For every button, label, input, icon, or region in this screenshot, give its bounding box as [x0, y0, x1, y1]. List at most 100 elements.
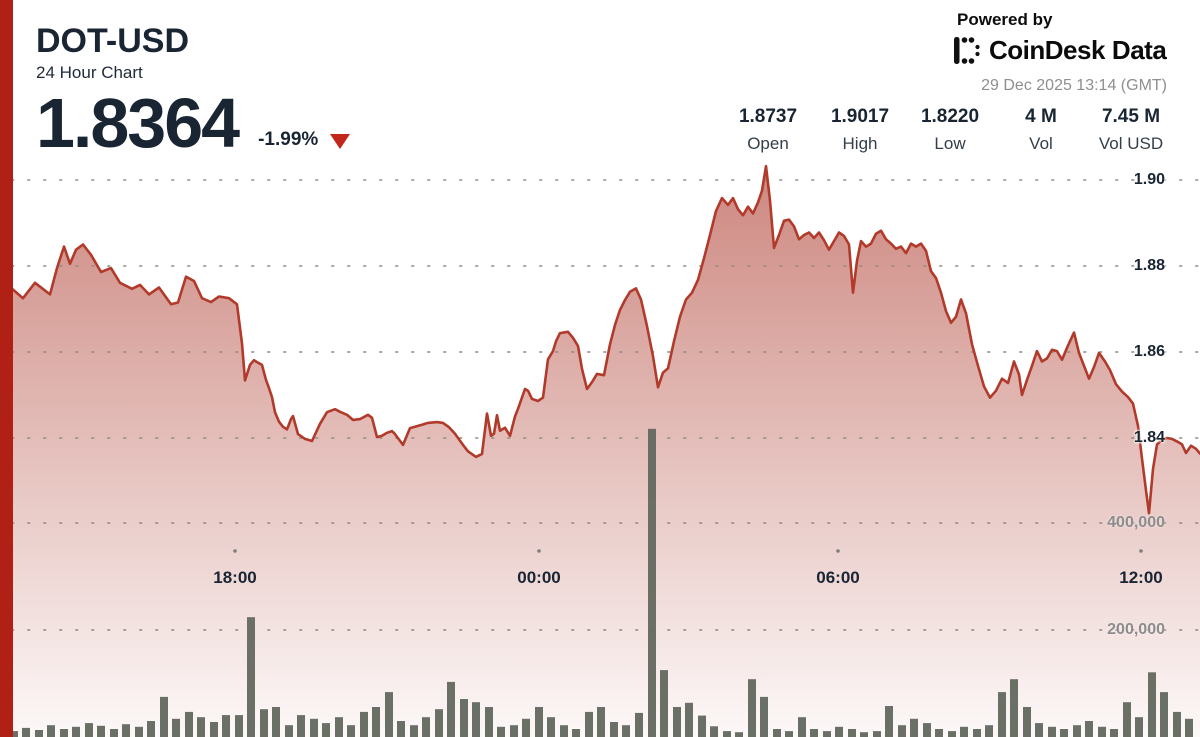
volume-bar [410, 725, 418, 737]
left-accent-bar [0, 0, 13, 737]
volume-bar [360, 711, 368, 737]
volume-bar [10, 731, 18, 737]
volume-bar [60, 729, 68, 737]
volume-bar [510, 725, 518, 737]
volume-bar [1060, 729, 1068, 737]
current-price: 1.8364 [36, 84, 240, 162]
time-tick-dot [233, 549, 237, 553]
volume-bar [560, 725, 568, 737]
volume-bar [1110, 729, 1118, 737]
volume-bar [297, 715, 305, 737]
volume-bar [472, 702, 480, 737]
volume-bar [185, 711, 193, 737]
volume-bar [485, 707, 493, 737]
volume-bar [247, 617, 255, 737]
time-tick-dot [1139, 549, 1143, 553]
volume-bar [47, 725, 55, 737]
volume-bar [835, 726, 843, 737]
volume-bar [1185, 718, 1193, 737]
volume-bar [1173, 711, 1181, 737]
volume-bar [135, 726, 143, 737]
stat-label: Open [747, 134, 789, 153]
volume-bar [322, 723, 330, 737]
volume-bar [1123, 702, 1131, 737]
volume-bar [685, 702, 693, 737]
stat-open: 1.8737 Open [739, 106, 797, 154]
powered-by-label: Powered by [957, 10, 1053, 29]
volume-bar [1048, 726, 1056, 737]
brand-name-main: CoinDesk [989, 35, 1105, 65]
stat-label: High [842, 134, 878, 153]
volume-bar [97, 725, 105, 737]
volume-bar [935, 729, 943, 737]
volume-bar [698, 715, 706, 737]
volume-bar [785, 731, 793, 737]
chart-subtitle: 24 Hour Chart [36, 63, 143, 82]
volume-bar [535, 707, 543, 737]
volume-bar [660, 670, 668, 737]
volume-bar [1098, 726, 1106, 737]
volume-bar [72, 726, 80, 737]
volume-bar [1035, 723, 1043, 737]
volume-bar [397, 721, 405, 737]
volume-bar [973, 729, 981, 737]
volume-bar [910, 718, 918, 737]
price-area-fill [12, 166, 1200, 737]
volume-bar [948, 731, 956, 737]
volume-bar [210, 722, 218, 737]
stat-vol-usd: 7.45 M Vol USD [1099, 106, 1163, 154]
volume-bar [435, 709, 443, 737]
volume-bar [272, 707, 280, 737]
volume-bar [710, 726, 718, 737]
volume-bar [1085, 721, 1093, 737]
volume-bar [760, 696, 768, 737]
volume-bar [385, 692, 393, 737]
volume-bar [522, 718, 530, 737]
stat-value: 4 M [1025, 106, 1057, 127]
volume-bar [810, 729, 818, 737]
volume-bar [85, 723, 93, 737]
volume-bar [610, 722, 618, 737]
price-row: 1.8364 -1.99% [36, 84, 351, 162]
volume-bar [1010, 679, 1018, 737]
pair-title: DOT-USD [36, 22, 189, 60]
volume-bar [572, 729, 580, 737]
volume-bar [585, 711, 593, 737]
volume-bar [547, 717, 555, 737]
coindesk-data-logo[interactable]: CoinDesk Data [954, 35, 1167, 66]
volume-bar [648, 428, 656, 737]
volume-bar [873, 731, 881, 737]
time-tick-dot [537, 549, 541, 553]
stat-label: Vol [1029, 134, 1053, 153]
volume-bar [998, 692, 1006, 737]
volume-bar [310, 718, 318, 737]
volume-bar [22, 727, 30, 737]
stat-vol: 4 M Vol [1025, 106, 1057, 154]
volume-bar [748, 679, 756, 737]
volume-bar [1073, 725, 1081, 737]
volume-bar [635, 712, 643, 737]
stat-high: 1.9017 High [831, 106, 889, 154]
volume-bar [285, 725, 293, 737]
volume-bar [735, 732, 743, 737]
volume-bar [723, 731, 731, 737]
volume-bar [422, 717, 430, 737]
volume-bar [235, 715, 243, 737]
brand-name-sub: Data [1111, 35, 1167, 65]
volume-bar [848, 729, 856, 737]
volume-bar [1135, 717, 1143, 737]
price-line [10, 164, 1200, 515]
price-down-arrow-icon [330, 134, 351, 149]
volume-bar [673, 707, 681, 737]
time-tick-dot [836, 549, 840, 553]
stats-row: 1.8737 Open 1.9017 High 1.8220 Low 4 M Vol 7.45 … [0, 106, 1200, 154]
volume-bar [447, 681, 455, 737]
volume-bar [172, 718, 180, 737]
volume-bar [823, 731, 831, 737]
stat-value: 1.8737 [738, 106, 798, 127]
volume-bar [460, 699, 468, 737]
stat-value: 1.9017 [830, 106, 890, 127]
volume-bar [372, 707, 380, 737]
